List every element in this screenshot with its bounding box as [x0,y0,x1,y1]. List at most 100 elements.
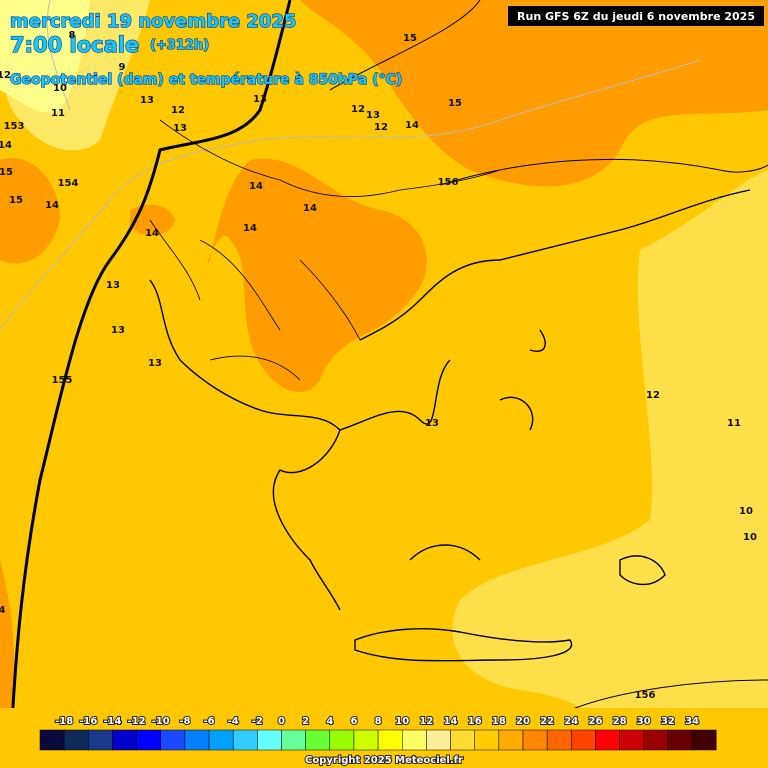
isotherm [0,0,701,331]
warm-zone [300,0,768,187]
contour-label: 14 [45,200,59,211]
legend-swatch [571,729,596,751]
legend-tick-label: 32 [661,716,675,727]
contour-label: 14 [145,228,159,239]
legend-tick-label: 14 [444,716,458,727]
contour-label: 13 [140,95,154,106]
legend-swatch [426,729,451,751]
warm-zone [207,158,427,393]
legend-tick-label: -2 [252,716,263,727]
coastline [354,628,573,662]
warm-zone [0,560,15,720]
legend-tick-label: 6 [350,716,357,727]
legend-swatch [136,729,162,751]
contour-label: 13 [425,418,439,429]
legend-swatch [546,729,572,751]
legend-swatch [691,729,717,751]
forecast-time: 7:00 locale [10,33,139,57]
contour-label: 12 [374,122,388,133]
legend-swatch [450,729,475,751]
contour-label: 12 [171,105,185,116]
legend-tick-label: 2 [302,716,309,727]
contour-label: 14 [243,223,257,234]
contour-label: 15 [0,167,13,178]
contour-label: 13 [106,280,120,291]
contour-label: 13 [366,110,380,121]
legend-tick-label: -14 [103,716,121,727]
contour-label: 14 [303,203,317,214]
contour-label: 9 [119,62,126,73]
legend-tick-label: -10 [152,716,170,727]
contour-label: 15 [9,195,23,206]
legend-swatch [257,729,282,751]
contour-label: 12 [0,70,11,81]
contour-label: 10 [739,506,753,517]
legend-tick-label: -16 [79,716,97,727]
legend-swatch [184,729,210,751]
legend-tick-label: 10 [395,716,409,727]
legend-swatch [63,729,89,751]
legend-swatch [88,729,113,751]
legend-swatch [667,729,693,751]
run-box [508,6,764,26]
coastline [499,329,666,586]
forecast-offset: (+312h) [150,38,209,53]
legend-swatch [281,729,306,751]
contour-label: 14 [405,120,419,131]
legend-swatch [498,729,524,751]
legend-tick-label: 22 [540,716,554,727]
legend-swatch [595,729,620,751]
legend-tick-label: -4 [228,716,239,727]
forecast-date: mercredi 19 novembre 2025 [10,11,296,32]
legend-tick-label: -8 [179,716,190,727]
legend-tick-label: 24 [564,716,578,727]
legend-tick-label: 0 [278,716,285,727]
legend-swatch [39,729,65,751]
legend-tick-label: -18 [55,716,73,727]
warm-zone [130,204,175,236]
legend-swatch [377,729,403,751]
contour-label: 13 [111,325,125,336]
copyright: Copyright 2025 Meteociel.fr [305,755,463,766]
legend-tick-label: 26 [588,716,602,727]
legend-tick-label: 20 [516,716,530,727]
contour-label: 10 [743,532,757,543]
legend-swatch [619,729,644,751]
contour-label: 154 [58,178,79,189]
legend-swatch [474,729,500,751]
cool-core [0,0,90,113]
legend-tick-label: 4 [326,716,333,727]
legend-tick-label: -6 [203,716,214,727]
legend-swatch [522,729,548,751]
contour-label: 13 [253,94,267,105]
legend-swatch [232,729,258,751]
contour-label: 12 [646,390,660,401]
geopotential-line [8,0,292,768]
legend-tick-label: -12 [128,716,146,727]
legend-swatch [208,729,234,751]
legend-swatch [160,729,186,751]
map-subtitle: Geopotentiel (dam) et température à 850h… [10,72,402,88]
warm-zone [0,158,60,264]
legend-tick-label: 28 [613,716,627,727]
legend-swatch [305,729,331,751]
contour-label: 11 [727,418,741,429]
legend-tick-label: 34 [685,716,699,727]
contour-label: 14 [249,181,263,192]
contour-label: 11 [51,108,65,119]
legend-tick-label: 12 [419,716,433,727]
contour-label: 156 [438,177,459,188]
contour-label: 153 [4,121,25,132]
contour-label: 13 [173,123,187,134]
legend-swatch [643,729,669,751]
legend-tick-label: 30 [637,716,651,727]
warm-zone-light [452,170,768,768]
contour-label: 12 [351,104,365,115]
legend-tick-label: 8 [375,716,382,727]
legend-swatch [353,729,379,751]
legend-swatch [329,729,355,751]
contour-label: 15 [448,98,462,109]
legend-swatch [112,729,137,751]
legend-tick-label: 16 [468,716,482,727]
contour-label: 14 [0,140,12,151]
